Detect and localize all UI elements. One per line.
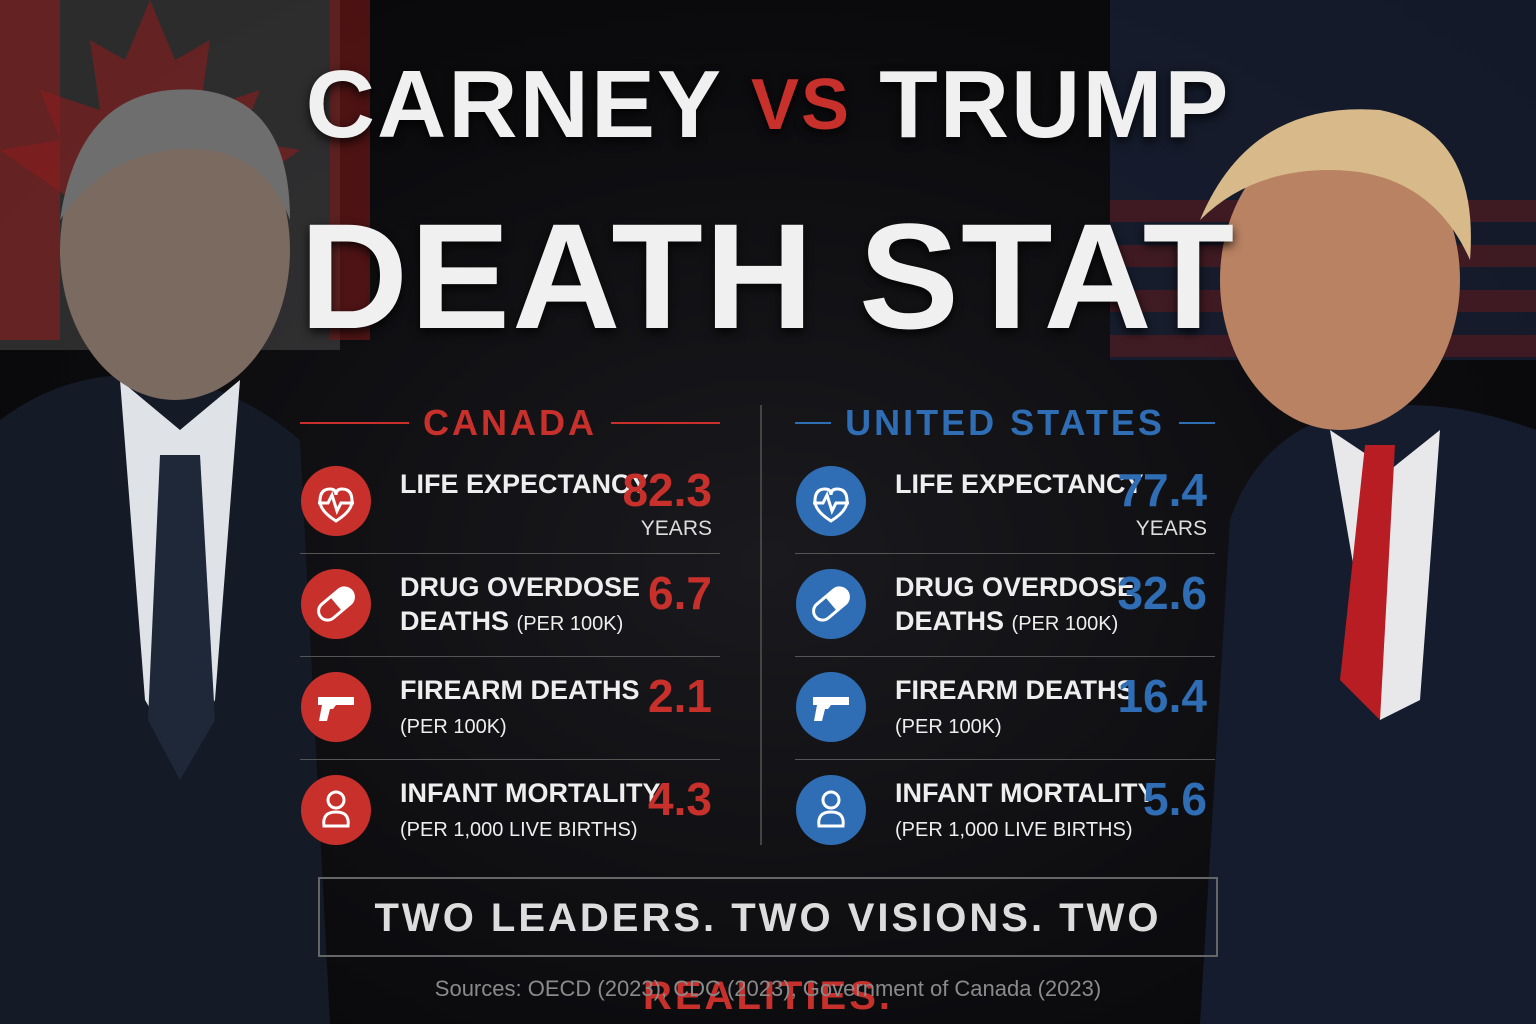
stat-row: INFANT MORTALITY (PER 1,000 LIVE BIRTHS) 5… xyxy=(795,760,1215,862)
label-note: (PER 100K) xyxy=(895,716,1002,738)
label-line: DEATHS xyxy=(895,606,1005,636)
stat-label: INFANT MORTALITY (PER 1,000 LIVE BIRTHS) xyxy=(895,776,1155,847)
stat-value: 16.4 xyxy=(1117,670,1207,722)
stat-row: DRUG OVERDOSE DEATHS (PER 100K) 32.6 xyxy=(795,554,1215,657)
label-line: (PER 1,000 LIVE BIRTHS) xyxy=(895,810,1155,847)
label-line: DRUG OVERDOSE xyxy=(400,572,641,602)
heading-rule xyxy=(300,422,409,424)
divider xyxy=(760,405,762,845)
tagline-main: TWO LEADERS. TWO VISIONS. TWO xyxy=(374,896,1162,940)
label-line: INFANT MORTALITY xyxy=(400,778,661,808)
title-left: CARNEY xyxy=(305,51,724,158)
label-line: LIFE EXPECTANCY xyxy=(400,469,649,499)
label-note: (PER 1,000 LIVE BIRTHS) xyxy=(895,819,1133,841)
stat-row: INFANT MORTALITY (PER 1,000 LIVE BIRTHS) 4… xyxy=(300,760,720,862)
heading-text: UNITED STATES xyxy=(845,402,1165,443)
stat-label: LIFE EXPECTANCY xyxy=(400,467,649,501)
stat-icon xyxy=(796,569,866,639)
stat-row: LIFE EXPECTANCY 82.3 YEARS xyxy=(300,451,720,554)
label-line: DEATHS xyxy=(400,606,510,636)
stat-icon xyxy=(301,466,371,536)
stat-value: 82.3 xyxy=(622,464,712,516)
stat-label: LIFE EXPECTANCY xyxy=(895,467,1144,501)
tagline-accent: REALITIES. xyxy=(642,974,894,1018)
stat-value: 5.6 xyxy=(1143,773,1207,825)
label-line: DRUG OVERDOSE xyxy=(895,572,1136,602)
heading-rule xyxy=(611,422,720,424)
label-line: (PER 100K) xyxy=(400,707,640,744)
stat-icon xyxy=(796,672,866,742)
stat-row: FIREARM DEATHS (PER 100K) 2.1 xyxy=(300,657,720,760)
stat-value: 4.3 xyxy=(648,773,712,825)
stat-row: LIFE EXPECTANCY 77.4 YEARS xyxy=(795,451,1215,554)
title-right: TRUMP xyxy=(879,51,1231,158)
label-line: (PER 1,000 LIVE BIRTHS) xyxy=(400,810,660,847)
stat-value: 77.4 xyxy=(1117,464,1207,516)
label-note: (PER 100K) xyxy=(1011,613,1119,635)
stat-value: 2.1 xyxy=(648,670,712,722)
column-canada: CANADA LIFE EXPECTANCY 82.3 YEARS DRUG OVERD… xyxy=(300,395,720,862)
heading-text: CANADA xyxy=(423,402,597,443)
stat-unit: YEARS xyxy=(1135,517,1207,540)
stat-icon xyxy=(796,466,866,536)
label-line: INFANT MORTALITY xyxy=(895,778,1156,808)
tagline: TWO LEADERS. TWO VISIONS. TWO REALITIES. xyxy=(318,877,1218,1018)
label-line: FIREARM DEATHS xyxy=(400,675,640,705)
stat-label: FIREARM DEATHS (PER 100K) xyxy=(895,673,1135,744)
label-line: (PER 100K) xyxy=(895,707,1135,744)
stat-label: INFANT MORTALITY (PER 1,000 LIVE BIRTHS) xyxy=(400,776,660,847)
label-line: FIREARM DEATHS xyxy=(895,675,1135,705)
stat-icon xyxy=(301,672,371,742)
label-line: LIFE EXPECTANCY xyxy=(895,469,1144,499)
heading-rule xyxy=(795,422,832,424)
title-line-1: CARNEY VS TRUMP xyxy=(0,50,1536,160)
stat-label: FIREARM DEATHS (PER 100K) xyxy=(400,673,640,744)
stat-label: DRUG OVERDOSE DEATHS (PER 100K) xyxy=(400,570,640,641)
column-heading: CANADA xyxy=(300,395,720,451)
sources: Sources: OECD (2023), CDC (2023), Govern… xyxy=(434,976,1102,1001)
label-note: (PER 100K) xyxy=(516,613,624,635)
label-note: (PER 1,000 LIVE BIRTHS) xyxy=(400,819,638,841)
heading-rule xyxy=(1178,422,1216,424)
stat-icon xyxy=(301,569,371,639)
label-line: DEATHS (PER 100K) xyxy=(895,604,1135,641)
stat-unit: YEARS xyxy=(640,517,712,540)
stat-label: DRUG OVERDOSE DEATHS (PER 100K) xyxy=(895,570,1135,641)
label-line: DEATHS (PER 100K) xyxy=(400,604,640,641)
stat-icon xyxy=(301,775,371,845)
stat-row: FIREARM DEATHS (PER 100K) 16.4 xyxy=(795,657,1215,760)
stat-value: 32.6 xyxy=(1117,567,1207,619)
title-vs: VS xyxy=(751,65,852,145)
stat-row: DRUG OVERDOSE DEATHS (PER 100K) 6.7 xyxy=(300,554,720,657)
stat-icon xyxy=(796,775,866,845)
label-note: (PER 100K) xyxy=(400,716,507,738)
stat-value: 6.7 xyxy=(648,567,712,619)
title-line-2: DEATH STAT xyxy=(299,192,1237,360)
column-heading: UNITED STATES xyxy=(795,395,1216,451)
column-us: UNITED STATES LIFE EXPECTANCY 77.4 YEARS DRU… xyxy=(795,395,1216,862)
